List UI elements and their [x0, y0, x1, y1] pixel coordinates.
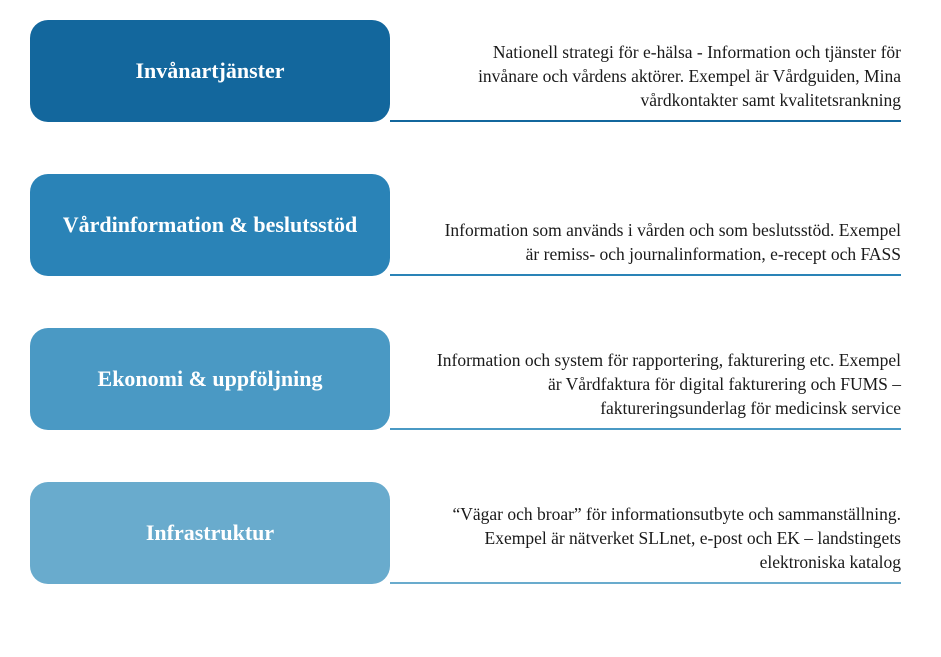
- desc-wrap-4: “Vägar och broar” för informationsutbyte…: [390, 482, 911, 584]
- pill-title: Infrastruktur: [146, 519, 274, 547]
- row-2: Vårdinformation & beslutsstöd Informatio…: [30, 174, 911, 276]
- desc-wrap-2: Information som används i vården och som…: [390, 174, 911, 276]
- infographic-rows: Invånartjänster Nationell strategi för e…: [30, 20, 911, 584]
- row-underline: [390, 120, 901, 122]
- pill-invanartjanster: Invånartjänster: [30, 20, 390, 122]
- pill-ekonomi: Ekonomi & uppföljning: [30, 328, 390, 430]
- row-underline: [390, 428, 901, 430]
- pill-infrastruktur: Infrastruktur: [30, 482, 390, 584]
- pill-title: Ekonomi & uppföljning: [98, 365, 323, 393]
- row-3: Ekonomi & uppföljning Information och sy…: [30, 328, 911, 430]
- row-description: Nationell strategi för e-hälsa - Informa…: [430, 40, 901, 120]
- pill-title: Invånartjänster: [135, 57, 284, 85]
- row-underline: [390, 582, 901, 584]
- row-description: Information som används i vården och som…: [430, 218, 901, 274]
- pill-vardinformation: Vårdinformation & beslutsstöd: [30, 174, 390, 276]
- row-1: Invånartjänster Nationell strategi för e…: [30, 20, 911, 122]
- row-4: Infrastruktur “Vägar och broar” för info…: [30, 482, 911, 584]
- pill-title: Vårdinformation & beslutsstöd: [63, 211, 358, 239]
- desc-wrap-3: Information och system för rapportering,…: [390, 328, 911, 430]
- row-underline: [390, 274, 901, 276]
- row-description: “Vägar och broar” för informationsutbyte…: [430, 502, 901, 582]
- desc-wrap-1: Nationell strategi för e-hälsa - Informa…: [390, 20, 911, 122]
- row-description: Information och system för rapportering,…: [430, 348, 901, 428]
